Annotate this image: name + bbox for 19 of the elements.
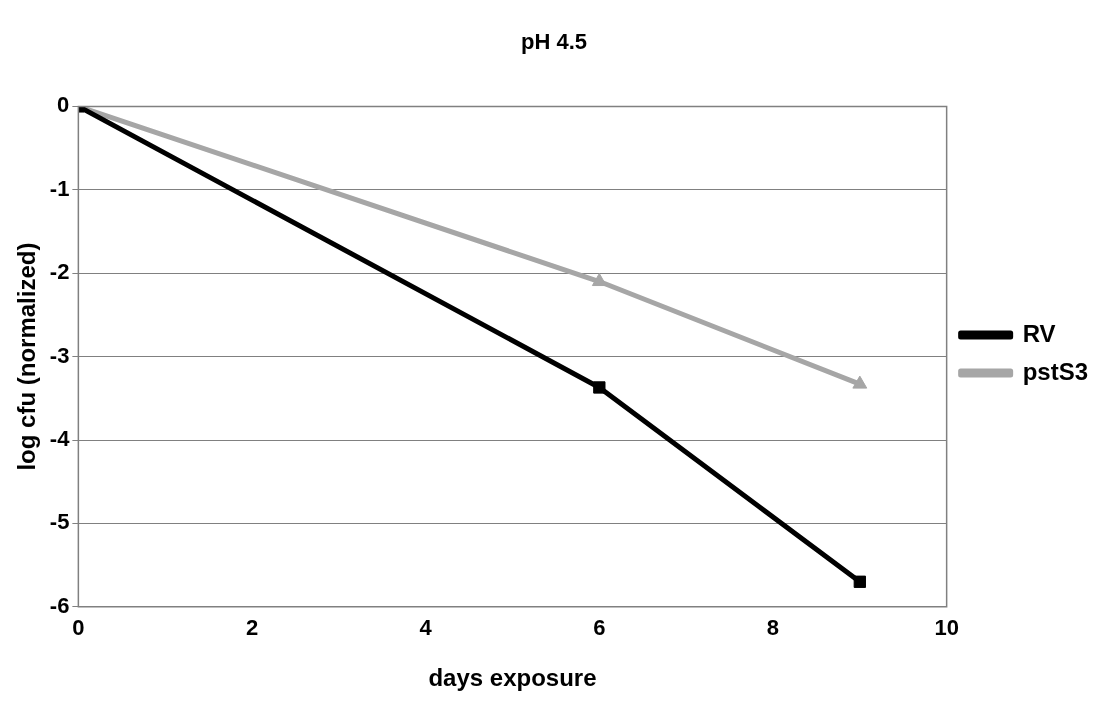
x-tick-label: 2 — [245, 615, 259, 641]
point — [853, 575, 866, 588]
x-tick-label: 8 — [766, 615, 780, 641]
x-tick-label: 4 — [419, 615, 433, 641]
y-tick-label: -6 — [49, 592, 70, 618]
x-tick-label: 6 — [593, 615, 606, 641]
x-tick-label: 10 — [934, 615, 959, 641]
y-tick-label: -4 — [49, 426, 71, 452]
chart-title: pH 4.5 — [520, 29, 588, 55]
y-tick-label: 0 — [57, 92, 70, 118]
x-axis-title: days exposure — [428, 664, 597, 692]
legend-label: pstS3 — [1022, 357, 1088, 385]
y-tick-label: -1 — [49, 175, 70, 201]
y-tick-label: -5 — [49, 509, 70, 535]
legend-label: RV — [1022, 319, 1056, 347]
y-axis-title: log cfu (normalized) — [13, 242, 41, 471]
y-tick-label: -3 — [49, 342, 70, 368]
y-tick-label: -2 — [49, 259, 70, 285]
point — [593, 381, 606, 394]
